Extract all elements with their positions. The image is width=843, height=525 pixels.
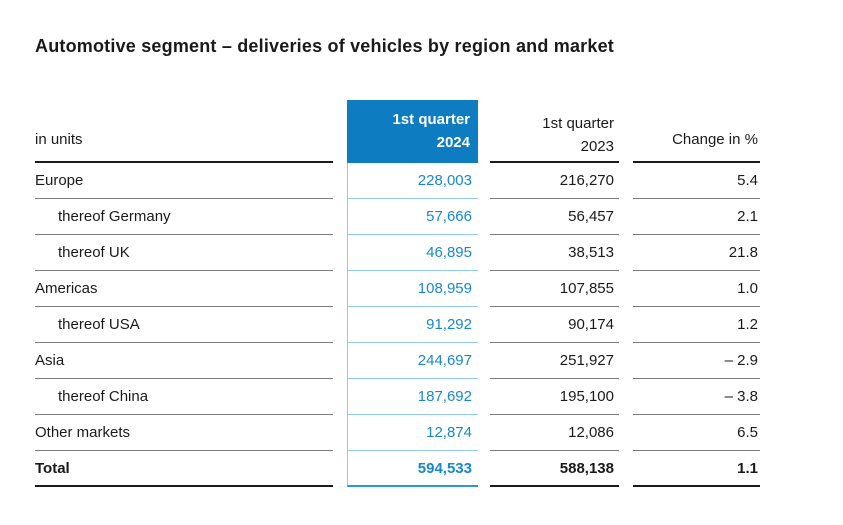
q1-2023-value-cell: 107,855 <box>490 271 619 307</box>
column-spacer <box>619 415 633 451</box>
change-value-cell: 1.0 <box>633 271 760 307</box>
q1-2023-value-cell: 251,927 <box>490 343 619 379</box>
column-spacer <box>478 451 490 487</box>
table-body: Europe 228,003 216,270 5.4 thereof Germa… <box>35 163 760 487</box>
q1-2023-value-cell: 38,513 <box>490 235 619 271</box>
column-spacer <box>478 271 490 307</box>
q1-2024-value-cell: 187,692 <box>347 379 478 415</box>
q1-2023-value-cell: 90,174 <box>490 307 619 343</box>
table-row: thereof Germany 57,666 56,457 2.1 <box>35 199 760 235</box>
row-label-cell: Americas <box>35 271 333 307</box>
change-value-cell: 1.1 <box>633 451 760 487</box>
row-label-cell: thereof UK <box>35 235 333 271</box>
change-value-cell: – 3.8 <box>633 379 760 415</box>
q1-2023-value-cell: 588,138 <box>490 451 619 487</box>
q1-2023-value-cell: 12,086 <box>490 415 619 451</box>
table-row: Other markets 12,874 12,086 6.5 <box>35 415 760 451</box>
q1-2024-label-line2: 2024 <box>436 134 470 151</box>
change-value-cell: 6.5 <box>633 415 760 451</box>
table-row: thereof UK 46,895 38,513 21.8 <box>35 235 760 271</box>
q1-2024-value-cell: 228,003 <box>347 163 478 199</box>
q1-2024-value-cell: 91,292 <box>347 307 478 343</box>
header-cell-q1-2023: 1st quarter 2023 <box>490 100 619 163</box>
column-spacer <box>478 307 490 343</box>
page-title: Automotive segment – deliveries of vehic… <box>35 36 614 56</box>
row-label-cell: thereof Germany <box>35 199 333 235</box>
column-spacer <box>619 307 633 343</box>
column-spacer <box>333 100 347 163</box>
q1-2023-label-line1: 1st quarter <box>542 115 614 132</box>
column-spacer <box>619 163 633 199</box>
column-spacer <box>478 235 490 271</box>
row-label-cell: Asia <box>35 343 333 379</box>
q1-2024-value-cell: 57,666 <box>347 199 478 235</box>
row-label-cell: Total <box>35 451 333 487</box>
q1-2024-value-cell: 244,697 <box>347 343 478 379</box>
q1-2024-label-line1: 1st quarter <box>392 111 470 128</box>
change-value-cell: – 2.9 <box>633 343 760 379</box>
column-spacer <box>333 235 347 271</box>
column-spacer <box>619 199 633 235</box>
table-row: Asia 244,697 251,927 – 2.9 <box>35 343 760 379</box>
header-cell-units: in units <box>35 100 333 163</box>
column-spacer <box>333 415 347 451</box>
column-spacer <box>478 199 490 235</box>
deliveries-table: in units 1st quarter 2024 1st quarter 20… <box>35 100 760 487</box>
row-label-cell: Other markets <box>35 415 333 451</box>
column-spacer <box>333 379 347 415</box>
column-spacer <box>619 379 633 415</box>
column-spacer <box>333 199 347 235</box>
column-spacer <box>478 343 490 379</box>
column-spacer <box>478 379 490 415</box>
column-spacer <box>619 100 633 163</box>
q1-2023-value-cell: 195,100 <box>490 379 619 415</box>
column-spacer <box>478 100 490 163</box>
header-cell-q1-2024: 1st quarter 2024 <box>347 100 478 163</box>
change-label: Change in % <box>672 131 758 148</box>
column-spacer <box>478 163 490 199</box>
q1-2024-value-cell: 12,874 <box>347 415 478 451</box>
row-label-cell: Europe <box>35 163 333 199</box>
unit-label: in units <box>35 131 83 148</box>
q1-2023-value-cell: 56,457 <box>490 199 619 235</box>
row-label-cell: thereof USA <box>35 307 333 343</box>
column-spacer <box>333 307 347 343</box>
header-cell-change: Change in % <box>633 100 760 163</box>
column-spacer <box>619 235 633 271</box>
q1-2023-value-cell: 216,270 <box>490 163 619 199</box>
table-row: Americas 108,959 107,855 1.0 <box>35 271 760 307</box>
column-spacer <box>333 343 347 379</box>
column-spacer <box>619 451 633 487</box>
table-row: Total 594,533 588,138 1.1 <box>35 451 760 487</box>
q1-2024-value-cell: 594,533 <box>347 451 478 487</box>
change-value-cell: 2.1 <box>633 199 760 235</box>
column-spacer <box>619 343 633 379</box>
q1-2024-value-cell: 46,895 <box>347 235 478 271</box>
q1-2024-value-cell: 108,959 <box>347 271 478 307</box>
column-spacer <box>619 271 633 307</box>
column-spacer <box>333 163 347 199</box>
column-spacer <box>478 415 490 451</box>
table-row: thereof China 187,692 195,100 – 3.8 <box>35 379 760 415</box>
row-label-cell: thereof China <box>35 379 333 415</box>
column-spacer <box>333 451 347 487</box>
table-row: thereof USA 91,292 90,174 1.2 <box>35 307 760 343</box>
column-spacer <box>333 271 347 307</box>
change-value-cell: 5.4 <box>633 163 760 199</box>
table-header-row: in units 1st quarter 2024 1st quarter 20… <box>35 100 760 163</box>
table-row: Europe 228,003 216,270 5.4 <box>35 163 760 199</box>
change-value-cell: 1.2 <box>633 307 760 343</box>
change-value-cell: 21.8 <box>633 235 760 271</box>
q1-2023-label-line2: 2023 <box>580 138 614 155</box>
